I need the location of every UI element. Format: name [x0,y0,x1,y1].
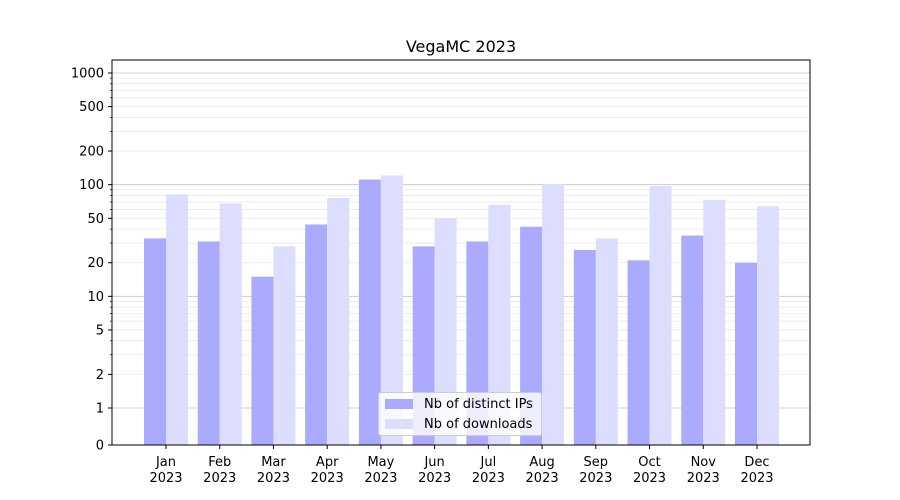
bar-downloads [219,203,242,445]
bar-downloads [380,175,403,445]
x-tick-label: Feb 2023 [203,455,236,486]
bar-downloads [542,184,565,445]
x-axis: Jan 2023 Feb 2023 Mar 2023 Apr 2023 May 2023 Jun 20… [149,445,774,486]
bar-ips [144,238,166,445]
y-tick-label: 20 [87,256,104,271]
y-tick-label: 2 [96,368,104,383]
bar-downloads [327,197,350,445]
x-tick-label: Mar 2023 [257,455,290,486]
x-tick-label: Nov 2023 [687,455,720,486]
x-tick-label: Aug 2023 [526,455,559,486]
bar-ips [305,224,328,445]
legend-item-downloads: Nb of downloads [385,415,532,433]
bar-downloads [595,238,618,445]
x-tick-label: May 2023 [364,455,397,486]
bar-ips [358,179,381,446]
legend-label-downloads: Nb of downloads [424,416,533,432]
legend-swatch-downloads [385,419,413,429]
y-tick-label: 0 [96,439,104,454]
y-tick-label: 1 [96,402,104,417]
legend-label-ips: Nb of distinct IPs [424,396,533,412]
chart-title: VegaMC 2023 [406,37,516,56]
x-tick-label: Jul 2023 [472,455,505,486]
y-tick-label: 5 [96,323,104,338]
legend-item-ips: Nb of distinct IPs [385,395,533,413]
y-axis: 0 1 2 5 10 20 50 100 200 500 1000 [71,67,112,454]
y-tick-label: 10 [87,290,104,305]
bar-downloads [757,206,779,445]
x-tick-label: Jun 2023 [418,455,451,486]
bar-ips [197,241,220,445]
bar-downloads [166,194,188,445]
x-tick-label: Oct 2023 [633,455,666,486]
bar-ips [251,276,274,445]
bar-downloads [649,186,672,445]
x-tick-label: Jan 2023 [149,455,182,486]
bar-ips [681,235,704,445]
bars [144,175,779,446]
bar-downloads [703,199,726,445]
x-tick-label: Apr 2023 [311,455,344,486]
x-tick-label: Dec 2023 [740,455,773,486]
x-tick-label: Sep 2023 [579,455,612,486]
bar-downloads [488,204,511,445]
bar-ips [735,262,757,445]
bar-downloads [273,246,296,445]
y-tick-label: 200 [79,145,104,160]
y-tick-label: 100 [79,178,104,193]
bar-ips [573,249,596,445]
y-tick-label: 500 [79,100,104,115]
bar-ips [520,226,543,445]
bar-ips [627,260,650,445]
legend-swatch-ips [385,399,413,409]
legend: Nb of distinct IPs Nb of downloads [378,392,542,436]
y-tick-label: 50 [87,212,104,227]
y-tick-label: 1000 [71,67,104,82]
plot-frame [111,59,811,446]
bar-downloads [434,218,457,445]
